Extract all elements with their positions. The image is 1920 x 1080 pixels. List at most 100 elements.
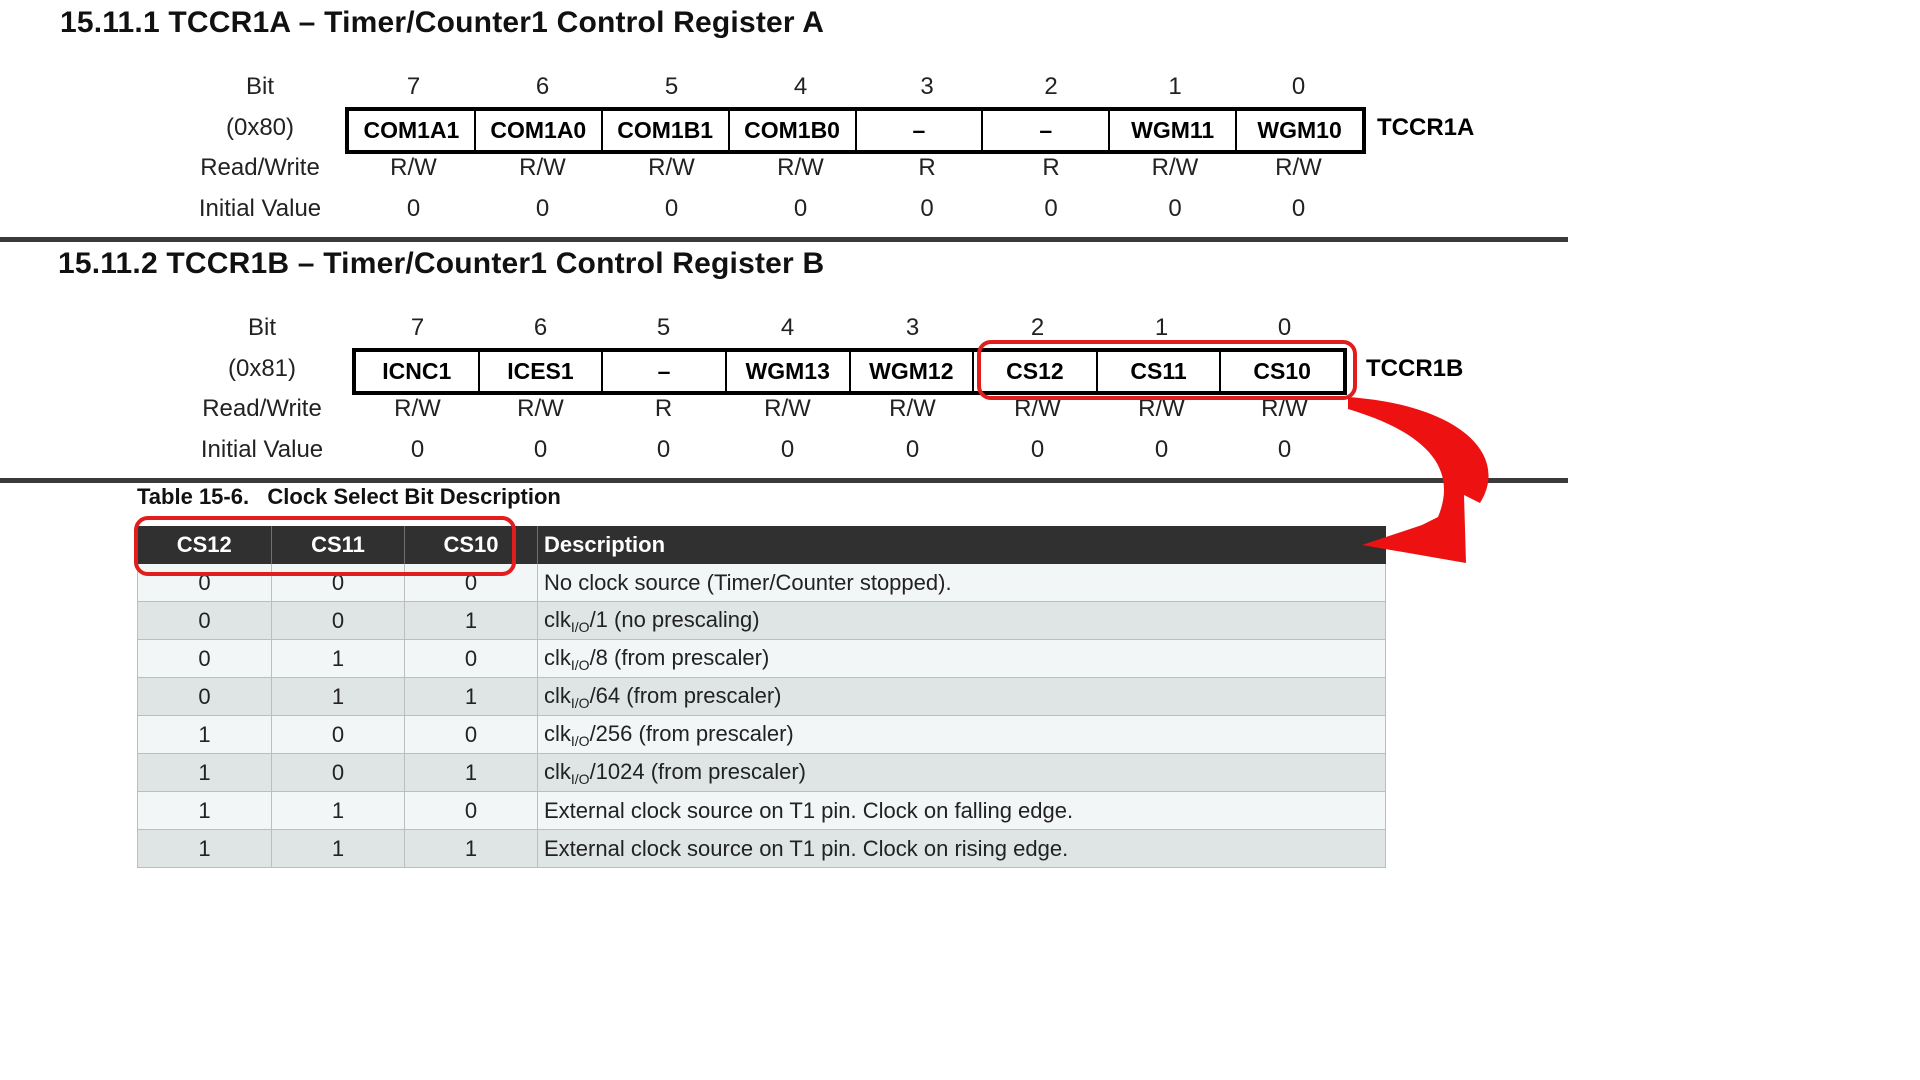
column-header-cs11: CS11 <box>271 526 405 564</box>
table-row: 0 0 1 clkI/O/1 (no prescaling) <box>137 601 1386 640</box>
clk-text: clk <box>544 682 571 708</box>
clk-text: clk <box>544 758 571 784</box>
bit-initial-value: 0 <box>920 195 934 222</box>
cell-cs12: 0 <box>137 639 272 678</box>
bit-access: R/W <box>1138 395 1185 422</box>
cell-description: clkI/O/1024 (from prescaler) <box>537 753 1386 792</box>
clk-text: clk <box>544 720 571 746</box>
curved-arrow-icon <box>1348 397 1489 563</box>
bit-name: CS12 <box>972 352 1096 391</box>
cell-cs10: 1 <box>404 753 538 792</box>
bit-index: 6 <box>533 314 548 341</box>
bit-initial-value: 0 <box>1277 436 1292 463</box>
bit-initial-value: 0 <box>793 195 808 222</box>
clk-subscript: I/O <box>570 770 590 787</box>
cell-description: clkI/O/64 (from prescaler) <box>537 677 1386 716</box>
bit-access: R <box>918 154 936 181</box>
section-divider <box>0 478 1568 483</box>
table-row: 1 0 1 clkI/O/1024 (from prescaler) <box>137 753 1386 792</box>
bit-name: ICES1 <box>477 352 602 391</box>
cell-cs10: 0 <box>404 564 538 602</box>
clk-division-text: /1024 (from prescaler) <box>589 758 806 784</box>
cell-cs10: 1 <box>404 829 538 868</box>
cell-cs11: 0 <box>271 715 405 754</box>
table-row: 1 1 0 External clock source on T1 pin. Cloc… <box>137 791 1386 830</box>
cell-description: No clock source (Timer/Counter stopped). <box>537 564 1386 602</box>
bit-access: R/W <box>519 154 566 181</box>
table-caption: Table 15-6. Clock Select Bit Description <box>137 484 561 509</box>
clock-select-table: CS12 CS11 CS10 Description 0 0 0 No clock s… <box>137 526 1386 868</box>
row-label-initial-value: Initial Value <box>198 195 322 222</box>
bit-initial-value: 0 <box>406 195 421 222</box>
bit-access: R <box>654 395 673 422</box>
bit-name: ICNC1 <box>382 358 452 384</box>
register-name: TCCR1B <box>1366 355 1464 382</box>
cell-cs10: 1 <box>404 601 538 640</box>
clk-text: clk <box>544 606 571 632</box>
bit-access: R/W <box>517 395 564 422</box>
bit-initial-value: 0 <box>1168 195 1182 222</box>
clk-text: clk <box>544 644 571 670</box>
clk-subscript: I/O <box>570 656 590 673</box>
row-label-read-write: Read/Write <box>200 154 320 181</box>
bit-index: 2 <box>1030 314 1045 341</box>
bit-initial-value: 0 <box>1030 436 1045 463</box>
row-label-initial-value: Initial Value <box>200 436 324 463</box>
cell-cs10: 0 <box>404 791 538 830</box>
section-title-tccr1b: 15.11.2 TCCR1B – Timer/Counter1 Control … <box>58 247 825 280</box>
bit-name: COM1A1 <box>363 117 460 143</box>
bit-initial-value: 0 <box>780 436 795 463</box>
cell-cs12: 1 <box>137 791 272 830</box>
cell-description: clkI/O/1 (no prescaling) <box>537 601 1386 640</box>
table-row: 1 1 1 External clock source on T1 pin. Cloc… <box>137 829 1386 868</box>
cell-cs11: 1 <box>271 829 405 868</box>
register-name: TCCR1A <box>1377 114 1475 141</box>
cell-cs12: 0 <box>137 601 272 640</box>
clk-division-text: /8 (from prescaler) <box>589 644 770 670</box>
bit-initial-value: 0 <box>664 195 679 222</box>
bit-name: COM1B1 <box>600 111 728 150</box>
cell-cs10: 0 <box>404 639 538 678</box>
bit-initial-value: 0 <box>410 436 425 463</box>
clk-division-text: /1 (no prescaling) <box>589 606 760 632</box>
cell-description: External clock source on T1 pin. Clock o… <box>537 791 1386 830</box>
bit-initial-value: 0 <box>1044 195 1058 222</box>
bit-initial-value: 0 <box>905 436 920 463</box>
bit-access: R/W <box>889 395 936 422</box>
cell-cs11: 1 <box>271 677 405 716</box>
bit-name: WGM12 <box>848 352 973 391</box>
register-address: (0x81) <box>227 355 297 382</box>
bit-index: 4 <box>780 314 795 341</box>
bit-index: 5 <box>656 314 671 341</box>
cell-cs12: 1 <box>137 715 272 754</box>
table-row: 1 0 0 clkI/O/256 (from prescaler) <box>137 715 1386 754</box>
section-divider <box>0 237 1568 242</box>
bit-index: 7 <box>406 73 421 100</box>
bit-index: 4 <box>793 73 808 100</box>
bit-name: COM1A0 <box>473 111 601 150</box>
bit-index: 0 <box>1291 73 1306 100</box>
bit-index: 3 <box>920 73 934 100</box>
bit-name: WGM10 <box>1235 111 1362 150</box>
cell-cs12: 1 <box>137 829 272 868</box>
clk-subscript: I/O <box>570 732 590 749</box>
bit-initial-value: 0 <box>533 436 548 463</box>
cell-cs11: 0 <box>271 564 405 602</box>
arrow-path <box>1348 397 1489 563</box>
bit-name: COM1B0 <box>727 111 855 150</box>
table-row: 0 0 0 No clock source (Timer/Counter stoppe… <box>137 564 1386 602</box>
register-bit-box: ICNC1 ICES1– WGM13 WGM12 CS12 CS11 CS10 <box>352 348 1347 395</box>
bit-access: R/W <box>777 154 824 181</box>
bit-initial-value: 0 <box>656 436 671 463</box>
bit-access: R/W <box>394 395 441 422</box>
cell-description: External clock source on T1 pin. Clock o… <box>537 829 1386 868</box>
bit-index: 0 <box>1277 314 1292 341</box>
bit-name: – <box>981 111 1108 150</box>
clk-subscript: I/O <box>570 618 590 635</box>
column-header-cs10: CS10 <box>404 526 538 564</box>
clk-subscript: I/O <box>570 694 590 711</box>
clk-division-text: /256 (from prescaler) <box>589 720 794 746</box>
bit-name: – <box>854 111 982 150</box>
bit-initial-value: 0 <box>535 195 550 222</box>
bit-access: R/W <box>764 395 811 422</box>
